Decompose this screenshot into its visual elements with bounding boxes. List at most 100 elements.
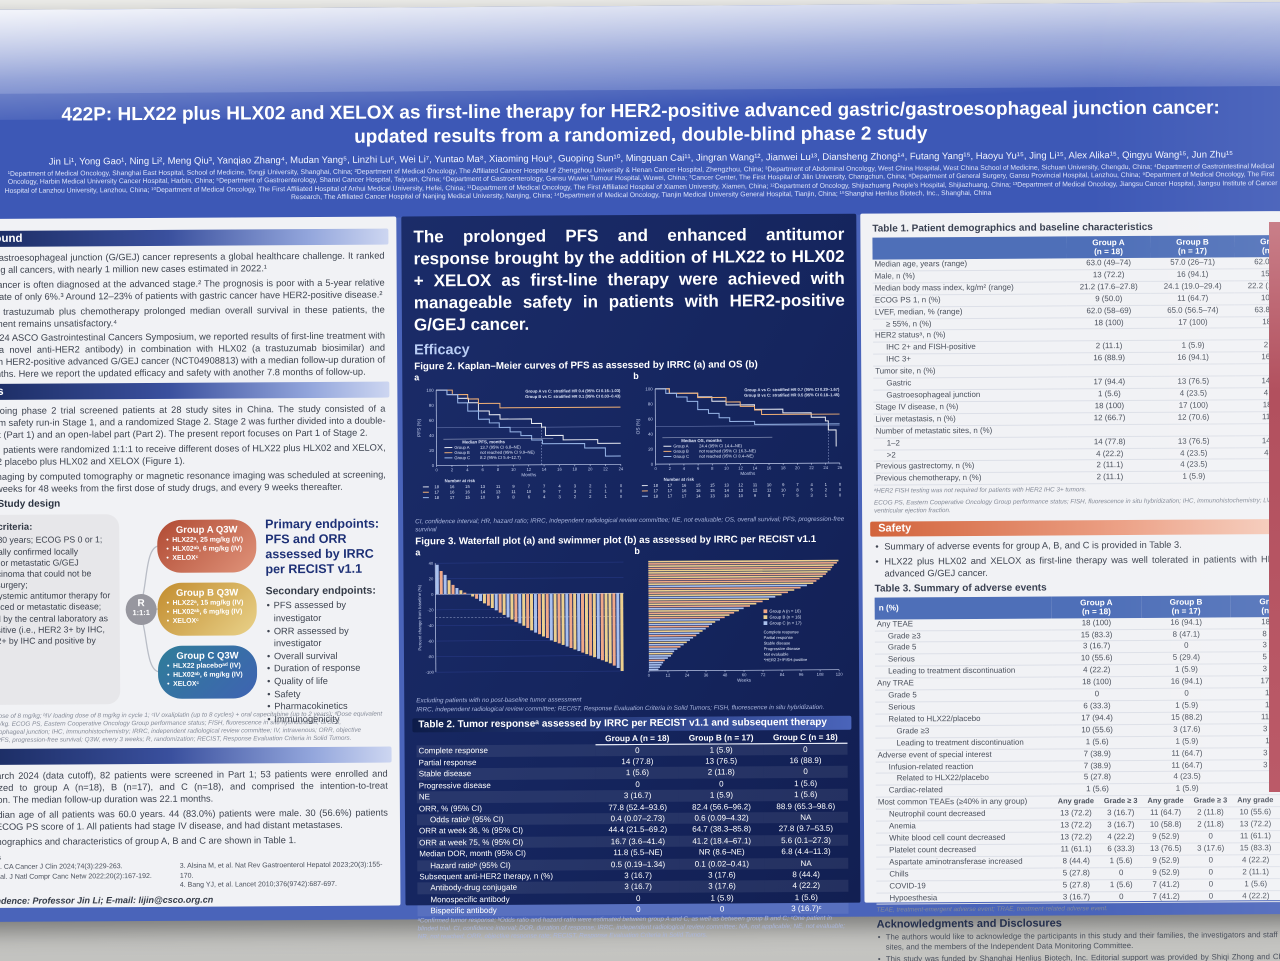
table-cell: 8 (44.4): [1053, 855, 1100, 868]
inclusion-criteria-box: Inclusion criteria: Aged 18–80 years; EC…: [0, 514, 121, 706]
table-cell: 17 (100): [1150, 316, 1235, 329]
list-item: HLX22 plus HLX02 and XELOX as first-line…: [874, 554, 1280, 581]
km-os-chart: 0 20 40 60 80 100 0 2 4 6 8 10 12 14 16 18 20 22 24 26 Month…: [633, 380, 846, 516]
list-item: XELOXᶜ: [167, 617, 248, 626]
table-cell: 0: [1099, 890, 1144, 904]
svg-text:0: 0: [839, 482, 842, 487]
svg-text:20: 20: [588, 466, 593, 471]
svg-text:10: 10: [724, 493, 729, 498]
svg-text:9: 9: [543, 489, 546, 494]
svg-text:1: 1: [605, 494, 608, 499]
svg-text:0: 0: [839, 492, 842, 497]
table-cell: 13 (72.2): [1052, 807, 1100, 821]
svg-text:60: 60: [648, 417, 653, 422]
svg-text:14: 14: [696, 493, 701, 498]
table-cell: 4 (23.5): [1142, 771, 1233, 784]
endpoints-panel: Primary endpoints: PFS and ORR assessed …: [265, 517, 392, 726]
svg-text:80: 80: [429, 403, 434, 408]
svg-text:-40: -40: [428, 623, 435, 628]
table-cell: 0.6 (0.09–4.32): [679, 812, 764, 825]
list-item: 3. Alsina M, et al. Nat Rev Gastroentero…: [179, 862, 383, 880]
table-cell: 2 (11.1): [1067, 340, 1152, 354]
svg-text:8.2 (95% CI 5.4–12.7): 8.2 (95% CI 5.4–12.7): [480, 455, 521, 460]
table-cell: 1 (5.9): [1142, 783, 1233, 796]
svg-text:100: 100: [426, 388, 434, 393]
svg-text:7: 7: [796, 482, 799, 487]
svg-text:Group B: Group B: [673, 449, 689, 454]
figure2-abbreviations: CI, confidence interval; HR, hazard rati…: [415, 515, 845, 533]
table-cell: 3 (16.7): [596, 881, 680, 893]
svg-text:0: 0: [648, 673, 651, 678]
table-cell: 11 (64.7): [1142, 747, 1232, 760]
table-cell: 1 (5.9): [1141, 664, 1232, 677]
svg-text:Months: Months: [521, 472, 537, 477]
svg-text:5: 5: [811, 487, 814, 492]
waterfall-chart: 40 20 0 -20 -40 -60 -80 -100 Percent change from…: [415, 556, 628, 696]
table-cell: 13 (76.5): [1142, 843, 1190, 856]
list-item: This ongoing phase 2 trial screened pati…: [0, 404, 386, 442]
table-cell: 14 (77.8): [621, 757, 654, 767]
svg-text:Weeks: Weeks: [737, 678, 752, 683]
svg-text:15: 15: [710, 488, 715, 493]
table-cell: 16.7 (3.6–41.4): [596, 835, 680, 848]
svg-text:4: 4: [683, 466, 686, 471]
table-cell: 11 (64.7): [1142, 807, 1189, 820]
svg-text:4: 4: [810, 482, 813, 487]
svg-text:20: 20: [648, 447, 653, 452]
table-cell: 16 (94.1): [1151, 352, 1236, 365]
table-cell: Anemia: [875, 820, 1053, 834]
column-header: Group A (n = 18): [1051, 595, 1142, 619]
table-cell: Any TRAE: [875, 677, 1053, 691]
tumor-response-table: Group A (n = 18) Group B (n = 17) Group C …: [416, 729, 849, 917]
svg-text:20: 20: [429, 448, 434, 453]
table-cell: Any grade: [1142, 795, 1189, 808]
table-header-row: Group A(n = 18)Group B(n = 17)Group C(n …: [872, 234, 1280, 260]
table-cell: 14 (77.8): [1067, 435, 1152, 449]
svg-text:13: 13: [724, 482, 729, 487]
table-cell: 4 (22.2): [1232, 854, 1279, 867]
svg-text:12: 12: [526, 467, 531, 472]
table-cell: 0.1 (0.02–0.41): [679, 857, 764, 870]
table-cell: NA: [763, 811, 848, 824]
table-cell: 1 (5.9): [710, 893, 734, 903]
table-cell: 4 (22.2): [1067, 447, 1152, 461]
svg-text:9: 9: [497, 495, 500, 500]
svg-text:Group A: Group A: [673, 443, 689, 448]
svg-text:1: 1: [604, 489, 607, 494]
list-item: Overall survival: [266, 649, 392, 662]
efficacy-heading: Efficacy: [414, 342, 470, 359]
table-cell: 1 (5.6): [1099, 855, 1143, 868]
svg-text:11: 11: [767, 488, 772, 493]
table2-footnote: ᵃConfirmed tumor response; ᵇOdds ratio a…: [417, 915, 846, 941]
table-cell: 0: [1141, 687, 1232, 701]
table-cell: 1 (5.9): [1151, 471, 1236, 484]
table-cell: 18 (100): [1067, 400, 1152, 413]
table-cell: 1 (5.6): [1232, 878, 1279, 891]
table-cell: 0: [1188, 830, 1233, 844]
figure1-caption: Figure 1. Study design: [0, 498, 61, 511]
table-cell: 4 (23.5): [1151, 447, 1236, 460]
svg-text:18: 18: [781, 465, 786, 470]
table-cell: Previous chemotherapy, n (%): [873, 472, 1068, 486]
svg-text:14: 14: [753, 465, 758, 470]
list-item: Safety: [266, 687, 392, 700]
table-cell: Cardiac-related: [875, 784, 1053, 798]
svg-text:13: 13: [480, 484, 485, 489]
table1-footnote-1: ᵃHER2 FISH testing was not required for …: [873, 486, 1087, 495]
table-cell: 1 (5.6): [794, 778, 818, 788]
svg-text:4: 4: [558, 483, 561, 488]
svg-text:12: 12: [753, 488, 758, 493]
svg-text:16: 16: [696, 488, 701, 493]
table-cell: 4 (23.5): [1151, 387, 1236, 401]
svg-text:8: 8: [497, 467, 500, 472]
references-column-1: 1. Bray F, et al. CA Cancer J Clin 2024;…: [0, 862, 164, 891]
svg-text:6: 6: [528, 494, 531, 499]
svg-text:10: 10: [527, 489, 532, 494]
table-cell: 0: [763, 742, 848, 756]
table-cell: 0: [1189, 878, 1233, 891]
table-cell: Grade ≥3: [875, 724, 1053, 738]
table-cell: 11 (64.7): [1150, 292, 1235, 306]
table-cell: 4 (22.2): [764, 880, 849, 892]
